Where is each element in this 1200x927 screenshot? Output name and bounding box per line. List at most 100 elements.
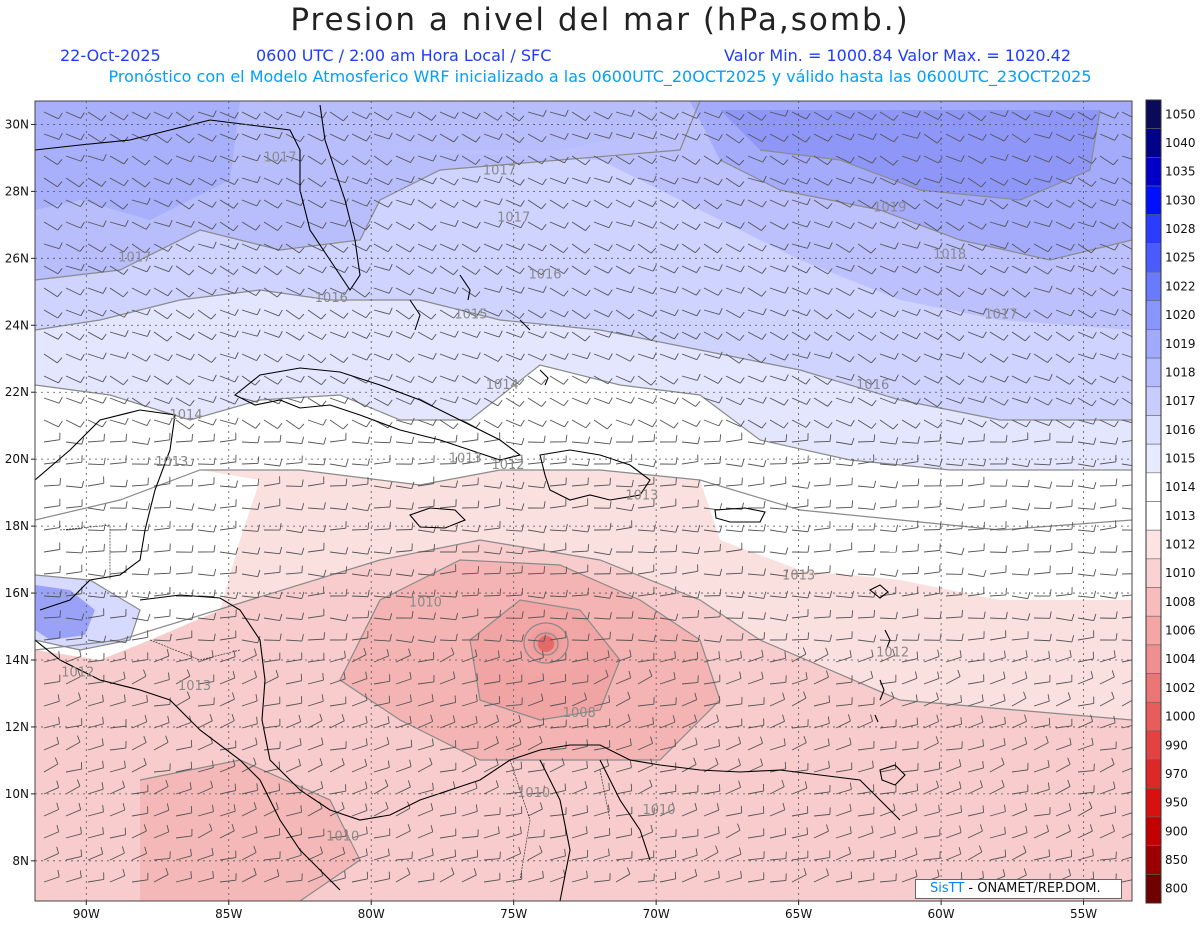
legend-level-label: 1022 <box>1165 279 1196 293</box>
legend-swatch <box>1145 128 1162 158</box>
isobar-label: 1010 <box>642 803 675 818</box>
pressure-field: 1017 1017 1017 1017 1019 1018 1016 1016 1015 1017… <box>35 101 1132 901</box>
lon-tick-label: 65W <box>785 907 812 921</box>
lon-tick-label: 90W <box>73 907 100 921</box>
legend-swatch <box>1145 243 1162 273</box>
legend-level-label: 1006 <box>1165 624 1196 638</box>
legend-level-label: 970 <box>1165 767 1188 781</box>
lon-tick-label: 60W <box>928 907 955 921</box>
lon-tick-label: 80W <box>358 907 385 921</box>
legend-swatch <box>1145 845 1162 875</box>
lat-tick-label: 8N <box>12 854 29 868</box>
legend-swatch <box>1145 386 1162 416</box>
legend-level-label: 1040 <box>1165 136 1196 150</box>
isobar-label: 1012 <box>876 646 909 661</box>
legend-swatch <box>1145 673 1162 703</box>
axis-labels: 30N 28N 26N 24N 22N 20N 18N 16N 14N 12N 10N 8N 90W 85… <box>5 117 1098 921</box>
lat-tick-label: 14N <box>5 653 29 667</box>
isobar-label: 1013 <box>449 452 482 467</box>
legend-swatch <box>1145 214 1162 244</box>
lat-tick-label: 30N <box>5 117 29 131</box>
map-frame <box>34 100 1133 902</box>
isobar-label: 1017 <box>984 308 1017 323</box>
lon-tick-label: 55W <box>1070 907 1097 921</box>
legend-level-label: 1017 <box>1165 394 1196 408</box>
legend-swatch <box>1145 615 1162 646</box>
legend-swatch <box>1145 529 1162 560</box>
lon-tick-label: 70W <box>643 907 670 921</box>
legend-level-label: 990 <box>1165 738 1188 752</box>
pressure-color-legend: 1050 1040 1035 1030 1028 1025 1022 1020 1019 1018… <box>1145 99 1196 904</box>
lat-tick-label: 16N <box>5 586 29 600</box>
legend-level-label: 850 <box>1165 853 1188 867</box>
legend-level-label: 1025 <box>1165 251 1196 265</box>
legend-swatch <box>1145 329 1162 359</box>
lat-tick-label: 28N <box>5 184 29 198</box>
isobar-label: 1018 <box>933 247 966 262</box>
isobar-label: 1013 <box>178 679 211 694</box>
isobar-label: 1008 <box>563 706 596 721</box>
sistt-logo: SisTT <box>930 881 965 896</box>
legend-level-label: 1035 <box>1165 165 1196 179</box>
legend-level-label: 1013 <box>1165 509 1196 523</box>
isobar-label: 1017 <box>118 251 151 266</box>
isobar-label: 1012 <box>491 458 524 473</box>
isobar-label: 1016 <box>856 378 889 393</box>
lat-tick-label: 22N <box>5 385 29 399</box>
isobar-label: 1010 <box>326 830 359 845</box>
legend-swatch <box>1145 99 1162 129</box>
legend-swatch <box>1145 874 1162 904</box>
credit-box: SisTT - ONAMET/REP.DOM. <box>915 879 1122 899</box>
legend-level-label: 1019 <box>1165 337 1196 351</box>
lat-tick-label: 20N <box>5 452 29 466</box>
isobar-label: 1012 <box>61 666 94 681</box>
legend-level-label: 1015 <box>1165 451 1196 465</box>
isobar-labels: 1017 1017 1017 1017 1019 1018 1016 1016 1015 1017… <box>61 150 1017 844</box>
legend-level-label: 1030 <box>1165 193 1196 207</box>
legend-frame <box>1145 99 1162 904</box>
wind-barbs <box>43 109 1132 883</box>
isobar-label: 1016 <box>528 267 561 282</box>
legend-swatch <box>1145 644 1162 674</box>
model-subtitle: Pronóstico con el Modelo Atmosferico WRF… <box>108 67 1092 86</box>
lon-tick-label: 75W <box>500 907 527 921</box>
legend-level-label: 1018 <box>1165 365 1196 379</box>
isobar-label: 1013 <box>782 569 815 584</box>
isobar-label: 1010 <box>409 595 442 610</box>
legend-swatch <box>1145 415 1162 445</box>
legend-level-label: 1010 <box>1165 566 1196 580</box>
map-title: Presion a nivel del mar (hPa,somb.) <box>290 2 910 38</box>
coastlines <box>35 104 906 901</box>
lat-tick-label: 24N <box>5 318 29 332</box>
isobar-label: 1013 <box>625 488 658 503</box>
isobar-label: 1019 <box>873 200 906 215</box>
isobar-label: 1010 <box>517 786 550 801</box>
isobar-label: 1013 <box>155 455 188 470</box>
legend-level-label: 950 <box>1165 796 1188 810</box>
isobar-label: 1016 <box>315 291 348 306</box>
isobar-label: 1017 <box>263 150 296 165</box>
legend-swatch <box>1145 501 1162 531</box>
graticule <box>35 101 1132 901</box>
legend-swatch <box>1145 787 1162 818</box>
isobar-label: 1017 <box>497 211 530 226</box>
legend-level-label: 1014 <box>1165 480 1196 494</box>
legend-level-label: 1020 <box>1165 308 1196 322</box>
legend-swatch <box>1145 816 1162 846</box>
legend-level-label: 1012 <box>1165 538 1196 552</box>
legend-level-label: 1050 <box>1165 107 1196 121</box>
legend-level-label: 1000 <box>1165 710 1196 724</box>
legend-swatch <box>1145 157 1162 187</box>
lat-tick-label: 18N <box>5 519 29 533</box>
legend-level-label: 1002 <box>1165 681 1196 695</box>
isobar-label: 1014 <box>169 408 202 423</box>
legend-swatch <box>1145 587 1162 617</box>
legend-swatch <box>1145 357 1162 388</box>
legend-level-label: 1004 <box>1165 652 1196 666</box>
isobar-label: 1015 <box>454 308 487 323</box>
legend-level-label: 1028 <box>1165 222 1196 236</box>
lon-tick-label: 85W <box>215 907 242 921</box>
forecast-time: 0600 UTC / 2:00 am Hora Local / SFC <box>256 46 552 65</box>
credit-text: - ONAMET/REP.DOM. <box>964 881 1101 896</box>
